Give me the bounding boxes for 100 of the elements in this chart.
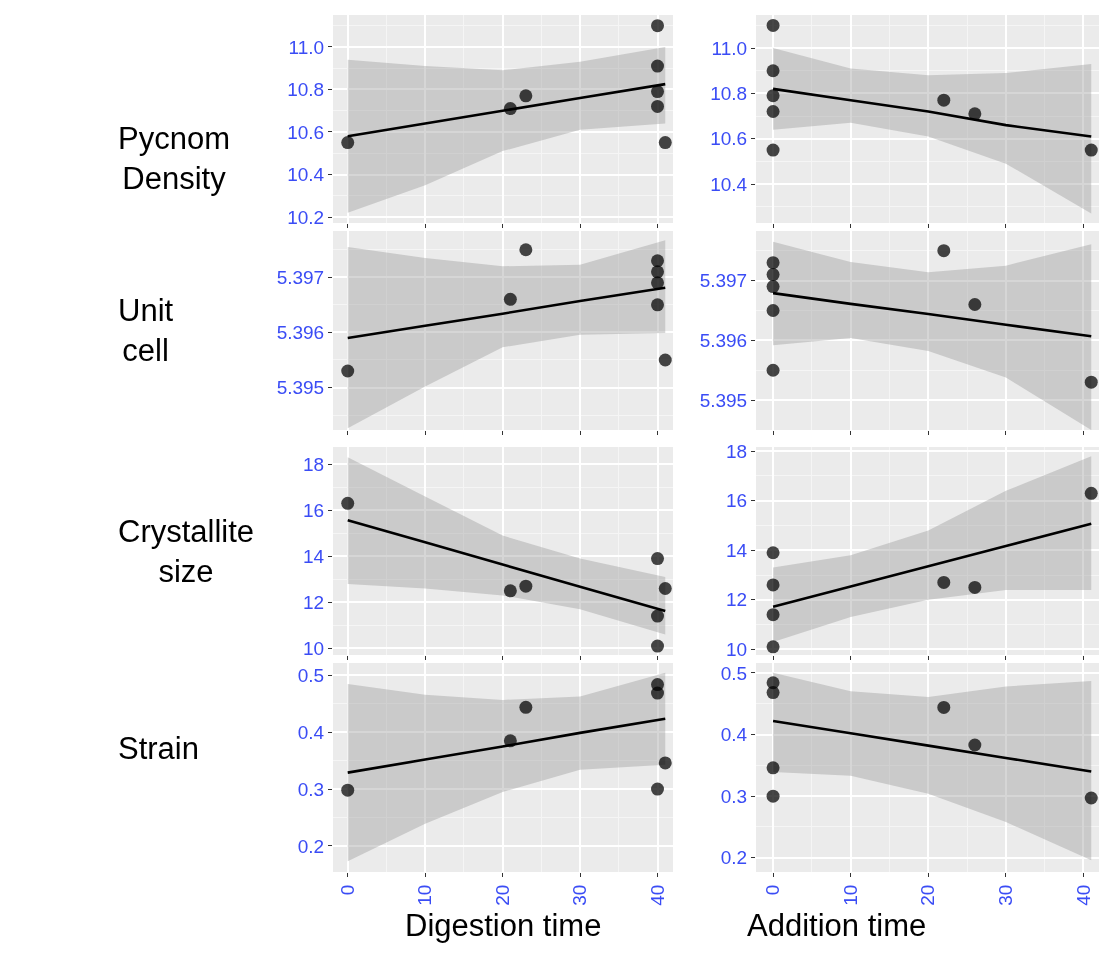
- x-axis-title: Digestion time: [405, 908, 602, 943]
- y-tick-label: 11.0: [288, 36, 325, 58]
- point: [651, 265, 665, 279]
- point: [1084, 143, 1098, 157]
- y-tick-label: 11.0: [711, 37, 748, 59]
- y-tick-label: 18: [303, 453, 325, 475]
- y-axis-title: Pycnom Density: [118, 121, 230, 197]
- point: [503, 734, 517, 748]
- point: [651, 686, 665, 700]
- y-tick-label: 12: [726, 589, 748, 611]
- x-tick-label: 10: [839, 884, 861, 906]
- x-tick-label: 40: [646, 884, 668, 906]
- y-tick-label: 5.395: [276, 377, 325, 399]
- line-series: [771, 719, 1093, 773]
- x-tick-label: 10: [414, 884, 436, 906]
- y-tick-label: 0.5: [720, 662, 748, 684]
- point: [651, 59, 665, 73]
- point: [766, 89, 780, 103]
- point: [341, 496, 355, 510]
- point: [968, 738, 982, 752]
- y-tick-label: 0.4: [297, 721, 325, 743]
- x-tick-label: 20: [917, 884, 939, 906]
- x-tick-label: 30: [569, 884, 591, 906]
- point: [519, 579, 533, 593]
- y-tick-label: 10.6: [287, 121, 325, 143]
- point: [766, 640, 780, 654]
- x-tick-label: 20: [491, 884, 513, 906]
- point: [658, 582, 672, 595]
- point: [519, 700, 533, 714]
- point: [651, 782, 665, 796]
- y-tick-label: 10: [303, 637, 325, 659]
- point: [937, 244, 951, 258]
- point: [651, 609, 665, 623]
- y-tick-label: 14: [726, 539, 748, 561]
- y-axis-title: Crystallite size: [118, 514, 255, 590]
- x-tick-label: 0: [336, 884, 358, 896]
- point: [766, 578, 780, 592]
- point: [658, 353, 672, 367]
- point: [766, 143, 780, 157]
- point: [1084, 486, 1098, 500]
- point: [341, 136, 355, 150]
- point: [766, 64, 780, 78]
- point: [651, 639, 665, 653]
- point: [968, 580, 982, 594]
- y-tick-label: 0.3: [720, 785, 748, 807]
- point: [658, 136, 672, 150]
- point: [658, 756, 672, 770]
- point: [937, 575, 951, 589]
- point: [968, 107, 982, 121]
- point: [651, 298, 665, 312]
- y-tick-label: 10.8: [287, 79, 325, 101]
- point: [937, 93, 951, 107]
- point: [968, 298, 982, 311]
- point: [766, 256, 780, 270]
- point: [341, 364, 355, 378]
- y-tick-label: 0.2: [297, 835, 325, 857]
- point: [651, 254, 665, 268]
- point: [651, 99, 665, 113]
- y-tick-label: 18: [726, 440, 748, 462]
- point: [766, 105, 780, 119]
- point: [1084, 375, 1098, 389]
- y-tick-label: 0.2: [720, 847, 748, 869]
- y-tick-label: 0.3: [297, 778, 325, 800]
- point: [503, 584, 517, 598]
- y-tick-label: 10.8: [710, 83, 748, 105]
- point: [766, 546, 780, 560]
- y-axis-title: Unit cell: [118, 293, 174, 369]
- x-axis-title: Addition time: [747, 908, 927, 943]
- y-tick-label: 10.4: [710, 173, 748, 195]
- x-tick-label: 40: [1072, 884, 1094, 906]
- y-tick-label: 16: [726, 490, 748, 512]
- y-tick-label: 16: [303, 499, 325, 521]
- y-tick-label: 5.396: [276, 322, 325, 344]
- point: [766, 303, 780, 317]
- point: [341, 783, 355, 797]
- point: [766, 686, 780, 700]
- point: [503, 102, 517, 116]
- y-tick-label: 12: [303, 591, 325, 613]
- y-tick-label: 0.4: [720, 724, 748, 746]
- point: [519, 243, 533, 257]
- y-tick-label: 14: [303, 545, 325, 567]
- y-tick-label: 10: [726, 638, 748, 660]
- point: [766, 761, 780, 775]
- point: [651, 552, 665, 566]
- y-axis-title: Strain: [118, 731, 199, 766]
- x-tick-label: 30: [995, 884, 1017, 906]
- point: [651, 19, 665, 33]
- point: [766, 18, 780, 32]
- y-tick-label: 10.2: [287, 206, 325, 228]
- y-tick-label: 5.397: [276, 266, 325, 288]
- y-tick-label: 10.6: [710, 128, 748, 150]
- y-tick-label: 5.395: [699, 389, 748, 411]
- y-tick-label: 5.396: [699, 330, 748, 352]
- x-tick-label: 0: [762, 884, 784, 896]
- point: [503, 292, 517, 306]
- point: [766, 608, 780, 622]
- point: [937, 700, 951, 714]
- point: [766, 268, 780, 282]
- point: [519, 89, 533, 103]
- point: [651, 85, 665, 99]
